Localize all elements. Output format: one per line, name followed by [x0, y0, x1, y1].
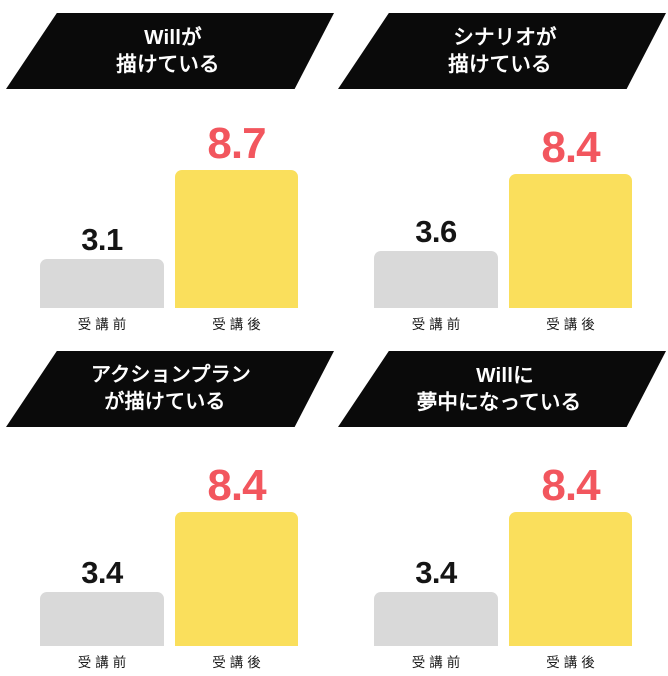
panel-title-line1: Willが: [144, 25, 202, 49]
bar-value-after: 8.7: [207, 118, 266, 168]
panel-title-line1: シナリオが: [453, 25, 557, 49]
axis-label-after: 受講後: [546, 655, 599, 671]
axis-label-before: 受講前: [411, 317, 465, 333]
panel-title-line2: 描けている: [116, 53, 220, 76]
axis-label-before: 受講前: [77, 317, 131, 333]
bar-column-after: 8.4 受講後: [175, 428, 298, 676]
panel-title-line1: アクションプラン: [91, 364, 251, 387]
panel-will-ga-egaketeiru: Willが 描けている 3.1 受講前 8.7 受講後: [0, 0, 334, 338]
panel-action-plan-ga-egaketeiru: アクションプラン が描けている 3.4 受講前 8.4 受講後: [0, 338, 334, 676]
bar-value-before: 3.4: [81, 554, 123, 590]
panel-scenario-ga-egaketeiru: シナリオが 描けている 3.6 受講前 8.4 受講後: [334, 0, 668, 338]
bar-column-before: 3.1 受講前: [40, 90, 164, 338]
axis-label-after: 受講後: [546, 317, 599, 333]
panel-title-line2: 夢中になっている: [416, 391, 582, 414]
bar-track-before: [374, 487, 498, 646]
bar-before: [40, 258, 164, 308]
panel-title-banner: シナリオが 描けている: [338, 13, 666, 89]
bar-column-before: 3.6 受講前: [374, 90, 498, 338]
panel-title-line2: が描けている: [104, 391, 226, 413]
bar-column-after: 8.4 受講後: [509, 90, 632, 338]
bar-track-after: [509, 149, 632, 308]
panel-title-banner: Willに 夢中になっている: [338, 351, 666, 427]
axis-label-before: 受講前: [77, 655, 131, 671]
bar-column-after: 8.4 受講後: [509, 428, 632, 676]
bar-track-before: [374, 149, 498, 308]
axis-label-after: 受講後: [212, 317, 265, 333]
bar-track-after: [175, 149, 298, 308]
bar-value-after: 8.4: [207, 461, 266, 511]
axis-label-before: 受講前: [411, 655, 465, 671]
panel-will-ni-muchu-ni-natteiru: Willに 夢中になっている 3.4 受講前 8.4 受講後: [334, 338, 668, 676]
panel-title-banner: Willが 描けている: [6, 13, 334, 89]
bar-chart: 3.4 受講前 8.4 受講後: [334, 428, 668, 676]
axis-label-after: 受講後: [212, 655, 265, 671]
bar-value-after: 8.4: [541, 461, 600, 511]
bar-after: [175, 512, 298, 646]
bar-value-before: 3.4: [415, 554, 457, 590]
bar-chart: 3.6 受講前 8.4 受講後: [334, 90, 668, 338]
bar-after: [175, 169, 298, 308]
bar-track-before: [40, 487, 164, 646]
bar-value-before: 3.6: [415, 213, 457, 249]
bar-before: [40, 591, 164, 646]
panel-title-banner: アクションプラン が描けている: [6, 351, 334, 427]
bar-track-after: [175, 487, 298, 646]
panel-title-line2: 描けている: [448, 53, 552, 76]
bar-track-before: [40, 149, 164, 308]
bar-value-after: 8.4: [541, 123, 600, 173]
panel-title-line1: Willに: [476, 363, 534, 387]
bar-column-before: 3.4 受講前: [374, 428, 498, 676]
bar-before: [374, 250, 498, 308]
bar-after: [509, 174, 632, 308]
bar-before: [374, 591, 498, 646]
bar-track-after: [509, 487, 632, 646]
bar-chart: 3.1 受講前 8.7 受講後: [0, 90, 334, 338]
bar-after: [509, 512, 632, 646]
bar-chart: 3.4 受講前 8.4 受講後: [0, 428, 334, 676]
bar-column-after: 8.7 受講後: [175, 90, 298, 338]
bar-column-before: 3.4 受講前: [40, 428, 164, 676]
bar-value-before: 3.1: [81, 221, 123, 257]
